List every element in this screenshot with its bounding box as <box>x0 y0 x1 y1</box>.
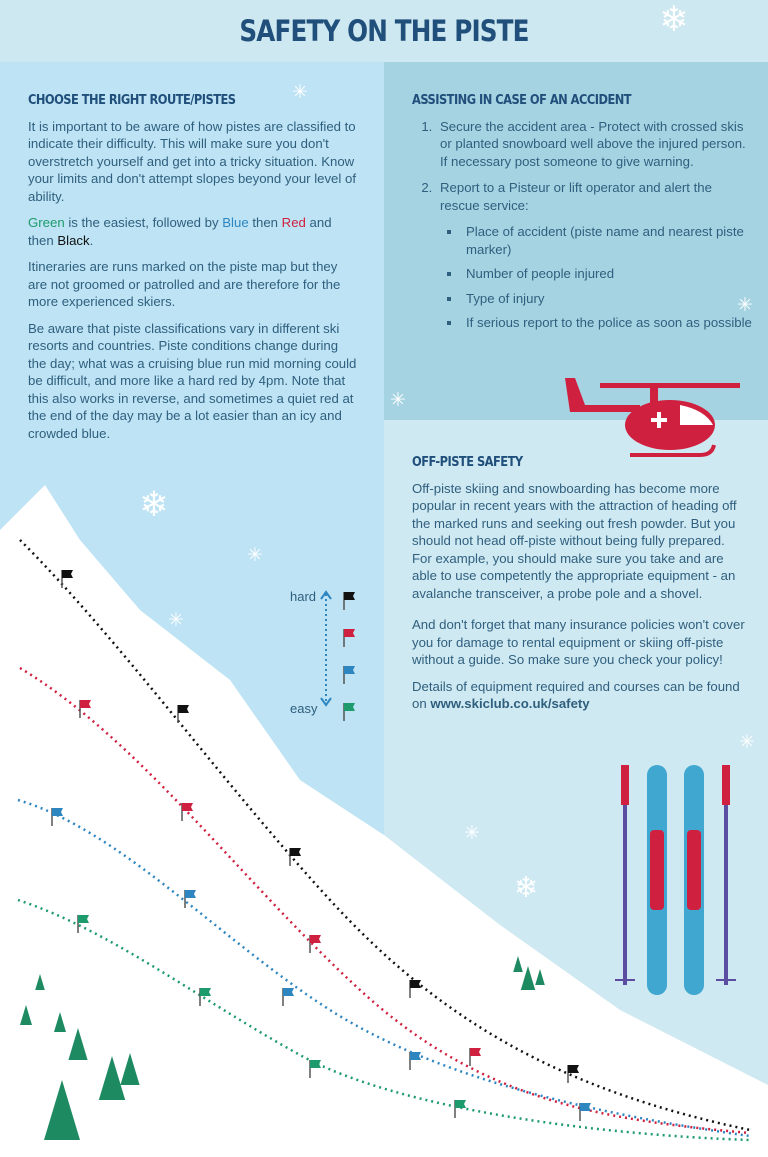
accident-section: ASSISTING IN CASE OF AN ACCIDENT Secure … <box>412 92 752 341</box>
step-2: Report to a Pisteur or lift operator and… <box>436 179 752 332</box>
piste-flag-icon <box>199 988 211 1006</box>
page-title: SAFETY ON THE PISTE <box>239 14 529 48</box>
piste-flag-icon <box>409 980 421 998</box>
ski-poles-icon <box>615 765 736 985</box>
route-itineraries: Itineraries are runs marked on the piste… <box>28 259 341 309</box>
offpiste-p3: Details of equipment required and course… <box>412 678 747 713</box>
snowflake-icon: ✳ <box>739 732 755 753</box>
green-label: Green <box>28 215 65 230</box>
route-variation: Be aware that piste classifications vary… <box>28 320 357 441</box>
offpiste-p2: And don't forget that many insurance pol… <box>412 617 745 667</box>
snowflake-icon: ❄ <box>139 485 168 524</box>
helicopter-icon <box>565 378 740 457</box>
piste-flag-icon <box>77 915 89 933</box>
route-intro: It is important to be aware of how piste… <box>28 118 356 204</box>
offpiste-p1: Off-piste skiing and snowboarding has be… <box>412 480 737 601</box>
snowflake-icon: ✳ <box>292 82 308 103</box>
legend-flag-blue <box>343 666 355 684</box>
tree-icon <box>68 1028 88 1060</box>
snowflake-icon: ✳ <box>737 295 753 316</box>
legend-flag-red <box>343 629 355 647</box>
text: . <box>89 232 94 248</box>
mountain <box>0 485 768 1157</box>
snowflake-icon: ✳ <box>247 545 263 566</box>
arrow-heads <box>320 590 332 707</box>
offpiste-section: OFF-PISTE SAFETY Off-piste skiing and sn… <box>412 454 747 722</box>
piste-flag-icon <box>579 1103 591 1121</box>
black-run <box>19 539 751 1132</box>
legend-flag-black <box>343 592 355 610</box>
accident-heading: ASSISTING IN CASE OF AN ACCIDENT <box>412 93 632 108</box>
tree-icon <box>54 1012 66 1032</box>
piste-flag-icon <box>309 1060 321 1078</box>
bullet: If serious report to the police as soon … <box>462 314 752 332</box>
tree-icon <box>44 1080 80 1140</box>
route-colors: Green is the easiest, followed by Blue t… <box>28 214 358 249</box>
blue-run <box>17 798 751 1138</box>
bullet: Type of injury <box>462 290 752 308</box>
tree-icon <box>98 1056 126 1100</box>
text: is the easiest, followed by <box>64 215 223 230</box>
green-run <box>17 898 751 1142</box>
snowflake-icon: ❄ <box>514 872 538 904</box>
piste-flag-icon <box>289 848 301 866</box>
piste-flag-icon <box>181 803 193 821</box>
snowflake-icon: ✳ <box>464 823 480 844</box>
piste-flag-icon <box>409 1052 421 1070</box>
legend-hard: hard <box>290 589 317 604</box>
piste-flag-icon <box>454 1100 466 1118</box>
legend-flag-green <box>343 703 355 721</box>
piste-flag-icon <box>282 988 294 1006</box>
snowflake-icon: ✳ <box>168 610 184 631</box>
tree-icon <box>35 974 45 990</box>
piste-flag-icon <box>184 890 196 908</box>
piste-flag-icon <box>79 700 91 718</box>
skis-icon <box>647 765 704 995</box>
offpiste-heading: OFF-PISTE SAFETY <box>412 455 523 470</box>
piste-flag-icon <box>309 935 321 953</box>
safety-link[interactable]: www.skiclub.co.uk/safety <box>430 696 590 711</box>
text: Details of equipment required and course… <box>412 678 740 712</box>
tree-icon <box>120 1053 140 1085</box>
step-2-text: Report to a Pisteur or lift operator and… <box>440 180 712 213</box>
tree-icon <box>520 966 536 990</box>
piste-flag-icon <box>177 705 189 723</box>
step-1: Secure the accident area - Protect with … <box>436 118 752 171</box>
legend-easy: easy <box>290 701 318 716</box>
piste-flag-icon <box>61 570 73 588</box>
black-label: Black <box>57 232 90 248</box>
red-run <box>19 666 751 1135</box>
piste-flag-icon <box>51 808 63 826</box>
red-label: Red <box>281 215 306 230</box>
blue-label: Blue <box>222 215 249 230</box>
piste-flag-icon <box>469 1048 481 1066</box>
snowflake-icon: ❄ <box>659 0 688 39</box>
bullet: Place of accident (piste name and neares… <box>462 223 752 258</box>
route-section: CHOOSE THE RIGHT ROUTE/PISTES It is impo… <box>28 92 358 451</box>
tree-icon <box>513 956 523 972</box>
snowflake-icon: ✳ <box>390 390 406 411</box>
text: then <box>248 215 282 230</box>
bullet: Number of people injured <box>462 265 752 283</box>
piste-flag-icon <box>567 1065 579 1083</box>
tree-icon <box>535 969 545 985</box>
tree-icon <box>20 1005 32 1025</box>
text: and then <box>28 215 332 248</box>
route-heading: CHOOSE THE RIGHT ROUTE/PISTES <box>28 93 236 108</box>
